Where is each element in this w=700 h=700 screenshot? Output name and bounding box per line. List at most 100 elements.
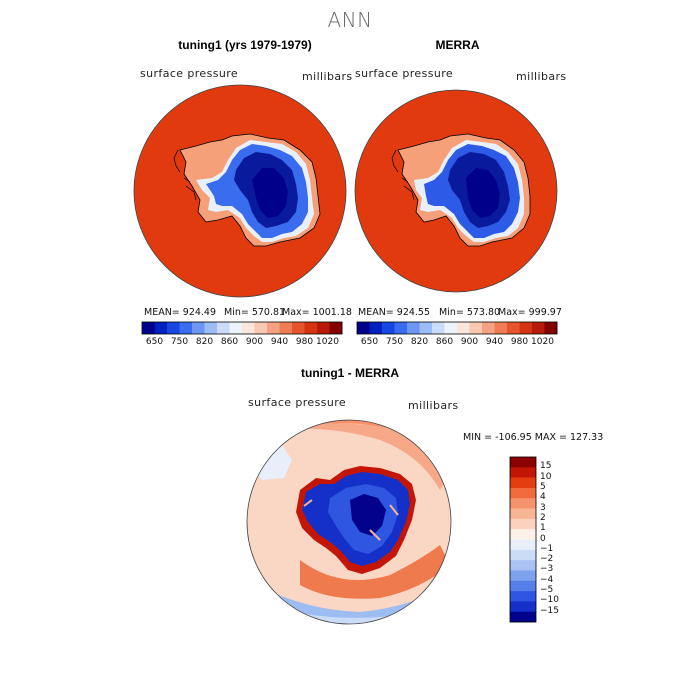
- colorbar-swatch: [494, 322, 508, 334]
- colorbar-swatch: [432, 322, 445, 334]
- panel-left-max: Max= 1001.18: [282, 307, 352, 318]
- colorbar-tick-label: 820: [410, 337, 429, 347]
- colorbar-tick-label: 820: [195, 337, 214, 347]
- colorbar-left: [141, 321, 343, 335]
- colorbar-swatch: [510, 580, 536, 592]
- colorbar-tick-label: 0: [540, 533, 546, 544]
- colorbar-swatch: [419, 322, 433, 334]
- colorbar-swatch: [444, 322, 458, 334]
- colorbar-right: [356, 321, 558, 335]
- colorbar-swatch: [192, 322, 205, 334]
- colorbar-tick-label: 5: [540, 481, 546, 492]
- colorbar-swatch: [407, 322, 420, 334]
- colorbar-swatch: [254, 322, 268, 334]
- diff-units-label: millibars: [408, 399, 459, 412]
- colorbar-tick-label: −5: [540, 585, 554, 596]
- diff-title: tuning1 - MERRA: [301, 366, 399, 380]
- colorbar-tick-label: 10: [540, 471, 552, 482]
- colorbar-swatch: [357, 322, 370, 334]
- colorbar-swatch: [457, 322, 470, 334]
- colorbar-tick-label: 1020: [531, 337, 554, 347]
- panel-left-units-label: millibars: [302, 70, 353, 83]
- colorbar-tick-label: −2: [540, 554, 554, 565]
- colorbar-swatch: [229, 322, 243, 334]
- colorbar-tick-label: 650: [145, 337, 164, 347]
- colorbar-tick-label: 15: [540, 461, 552, 472]
- colorbar-swatch: [510, 508, 536, 520]
- colorbar-swatch: [510, 467, 536, 478]
- colorbar-swatch: [510, 570, 536, 582]
- colorbar-swatch: [507, 322, 520, 334]
- diff-minmax: MIN = -106.95 MAX = 127.33: [463, 432, 604, 443]
- colorbar-swatch: [510, 457, 536, 468]
- colorbar-swatch: [142, 322, 155, 334]
- colorbar-tick-label: −15: [540, 605, 559, 616]
- colorbar-tick-label: 940: [485, 337, 504, 347]
- colorbar-swatch: [204, 322, 218, 334]
- panel-right-max: Max= 999.97: [498, 307, 562, 318]
- colorbar-tick-label: −10: [540, 595, 559, 606]
- diff-field-label: surface pressure: [248, 396, 347, 409]
- colorbar-swatch: [510, 591, 536, 602]
- colorbar-swatch: [217, 322, 230, 334]
- colorbar-swatch: [544, 322, 558, 334]
- panel-right-title: MERRA: [435, 38, 480, 52]
- colorbar-swatch: [154, 322, 168, 334]
- panel-left-mean: MEAN= 924.49: [144, 307, 217, 318]
- colorbar-swatch: [242, 322, 255, 334]
- colorbar-swatch: [510, 539, 536, 551]
- colorbar-tick-label: 860: [220, 337, 239, 347]
- colorbar-swatch: [382, 322, 395, 334]
- colorbar-swatch: [510, 549, 536, 561]
- colorbar-tick-label: 1020: [316, 337, 339, 347]
- colorbar-swatch: [167, 322, 180, 334]
- colorbar-swatch: [532, 322, 545, 334]
- panel-left-field-label: surface pressure: [140, 67, 239, 80]
- colorbar-swatch: [510, 560, 536, 571]
- colorbar-swatch: [469, 322, 483, 334]
- panel-right-min: Min= 573.80: [439, 307, 501, 318]
- colorbar-swatch: [279, 322, 293, 334]
- colorbar-swatch: [510, 518, 536, 530]
- colorbar-tick-label: −4: [540, 574, 554, 585]
- colorbar-tick-label: 1: [540, 523, 546, 534]
- colorbar-swatch: [369, 322, 383, 334]
- colorbar-swatch: [394, 322, 408, 334]
- colorbar-swatch: [510, 498, 536, 509]
- colorbar-tick-label: 980: [510, 337, 529, 347]
- colorbar-tick-label: −1: [540, 543, 554, 554]
- colorbar-swatch: [510, 601, 536, 612]
- panel-left-title: tuning1 (yrs 1979-1979): [178, 38, 312, 52]
- colorbar-swatch: [482, 322, 495, 334]
- colorbar-tick-label: 900: [460, 337, 479, 347]
- colorbar-swatch: [317, 322, 330, 334]
- colorbar-tick-label: 900: [245, 337, 264, 347]
- colorbar-swatch: [510, 611, 536, 623]
- panel-left-min: Min= 570.81: [224, 307, 286, 318]
- panel-right-field-label: surface pressure: [355, 67, 454, 80]
- colorbar-tick-label: 940: [270, 337, 289, 347]
- colorbar-swatch: [292, 322, 305, 334]
- colorbar-swatch: [510, 477, 536, 489]
- colorbar-tick-label: 750: [170, 337, 189, 347]
- colorbar-tick-label: 650: [360, 337, 379, 347]
- colorbar-diff: [509, 456, 537, 623]
- colorbar-swatch: [510, 529, 536, 540]
- colorbar-tick-label: 4: [540, 492, 546, 503]
- colorbar-swatch: [510, 487, 536, 499]
- colorbar-swatch: [304, 322, 318, 334]
- colorbar-tick-label: 860: [435, 337, 454, 347]
- colorbar-tick-label: 2: [540, 512, 546, 523]
- colorbar-swatch: [267, 322, 280, 334]
- colorbar-tick-label: 3: [540, 502, 546, 513]
- colorbar-tick-label: −3: [540, 564, 554, 575]
- figure-title: ANN: [327, 8, 373, 32]
- panel-right-units-label: millibars: [516, 70, 567, 83]
- colorbar-swatch: [519, 322, 533, 334]
- colorbar-swatch: [329, 322, 343, 334]
- colorbar-swatch: [179, 322, 193, 334]
- panel-right-mean: MEAN= 924.55: [358, 307, 431, 318]
